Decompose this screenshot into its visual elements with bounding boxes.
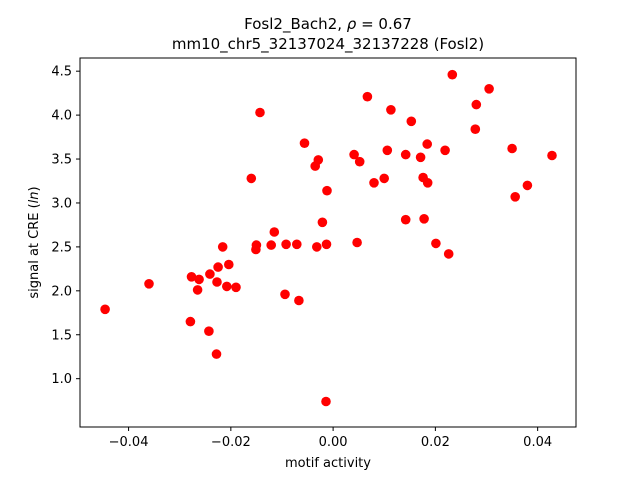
data-point-57: [510, 192, 520, 202]
x-axis-label: motif activity: [285, 456, 371, 471]
x-tick-label: −0.02: [211, 435, 251, 450]
x-tick-label: 0.04: [523, 435, 552, 450]
data-point-6: [204, 326, 214, 337]
data-point-3: [186, 272, 197, 282]
data-point-21: [280, 289, 290, 300]
data-point-56: [507, 143, 517, 154]
data-point-42: [400, 149, 411, 160]
data-point-14: [231, 282, 241, 293]
data-point-43: [406, 116, 417, 127]
data-point-53: [470, 124, 481, 134]
data-point-52: [447, 69, 458, 80]
x-axis-ticks: −0.04 −0.02 0.00 0.02 0.04: [109, 427, 552, 450]
data-point-4: [192, 285, 203, 295]
data-point-25: [299, 138, 310, 148]
chart-title-line2: mm10_chr5_32137024_32137228 (Fosl2): [172, 35, 484, 54]
y-axis-ticks: 1.0 1.5 2.0 2.5 3.0 3.5 4.0 4.5: [51, 65, 80, 387]
data-point-11: [217, 242, 228, 252]
data-point-0: [100, 304, 110, 315]
data-point-37: [369, 178, 379, 188]
data-point-41: [400, 214, 411, 225]
x-tick-label: −0.04: [109, 435, 149, 450]
data-point-17: [251, 240, 262, 250]
y-tick-label: 4.5: [51, 65, 72, 80]
data-point-38: [379, 173, 390, 184]
chart-title-line1: Fosl2_Bach2, ρ = 0.67: [244, 15, 412, 34]
data-point-49: [431, 238, 441, 249]
y-tick-label: 4.0: [51, 109, 72, 124]
data-point-1: [144, 279, 154, 289]
data-point-22: [281, 239, 291, 250]
data-point-55: [484, 84, 494, 94]
data-point-39: [382, 145, 393, 156]
data-point-59: [547, 150, 557, 161]
y-tick-label: 2.5: [51, 240, 72, 255]
data-point-32: [321, 396, 331, 407]
data-point-20: [269, 227, 280, 237]
data-point-58: [522, 180, 533, 191]
data-point-29: [317, 217, 328, 228]
y-tick-label: 1.5: [51, 328, 72, 343]
data-point-50: [440, 145, 450, 156]
y-tick-label: 3.5: [51, 153, 72, 168]
y-tick-label: 3.0: [51, 196, 72, 211]
data-point-23: [292, 239, 302, 250]
data-point-46: [419, 214, 429, 224]
data-point-19: [266, 240, 277, 250]
x-tick-label: 0.02: [421, 435, 450, 450]
y-tick-label: 2.0: [51, 284, 72, 299]
data-point-28: [313, 155, 324, 165]
data-point-2: [185, 316, 196, 327]
data-point-12: [222, 281, 232, 292]
y-axis-label: signal at CRE (ln): [27, 186, 42, 298]
data-point-7: [205, 269, 215, 279]
data-point-31: [322, 185, 332, 196]
data-point-24: [294, 295, 304, 306]
data-point-10: [213, 262, 223, 272]
data-point-30: [321, 239, 332, 250]
data-point-47: [422, 139, 433, 149]
data-point-40: [386, 105, 396, 115]
y-tick-label: 1.0: [51, 372, 72, 387]
data-point-54: [471, 99, 482, 110]
data-point-8: [211, 349, 222, 359]
data-point-36: [362, 91, 373, 102]
plot-frame: [79, 57, 577, 428]
data-point-35: [354, 156, 365, 167]
data-point-5: [194, 274, 204, 285]
data-point-18: [255, 107, 265, 118]
data-point-33: [349, 149, 359, 160]
points-layer: [100, 69, 557, 407]
data-point-44: [415, 152, 426, 163]
x-tick-label: 0.00: [319, 435, 348, 450]
data-point-27: [312, 242, 322, 252]
data-point-15: [246, 173, 257, 184]
data-point-34: [352, 237, 362, 248]
data-point-9: [212, 277, 222, 287]
data-point-48: [422, 178, 433, 188]
data-point-51: [443, 249, 454, 259]
data-point-13: [224, 259, 234, 270]
